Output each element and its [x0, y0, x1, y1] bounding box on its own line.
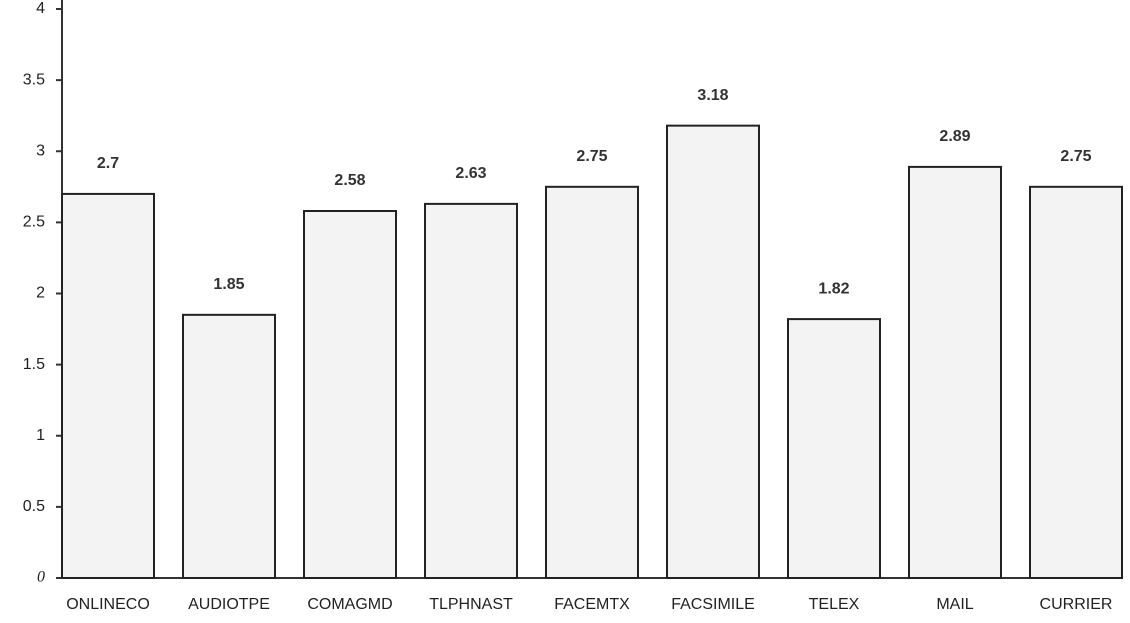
bar	[545, 185, 639, 579]
x-tick-label: FACEMTX	[554, 596, 630, 613]
x-tick-label: TELEX	[809, 596, 860, 613]
y-tick-label: 1	[36, 427, 45, 444]
value-label: 2.58	[334, 172, 365, 189]
y-tick-label: 1.5	[23, 356, 45, 373]
value-label: 1.85	[213, 276, 244, 293]
x-tick-label: COMAGMD	[307, 596, 392, 613]
y-tick-label: 0	[37, 569, 45, 586]
y-tick-label: 2	[36, 285, 45, 302]
value-label: 2.63	[455, 165, 486, 182]
x-tick-label: TLPHNAST	[429, 596, 513, 613]
y-tick-label: 0.5	[23, 498, 45, 515]
bar	[182, 313, 276, 579]
value-label: 2.89	[939, 128, 970, 145]
y-tick-label: 2.5	[23, 214, 45, 231]
x-tick-label: AUDIOTPE	[188, 596, 270, 613]
bar	[787, 318, 881, 579]
value-label: 3.18	[697, 87, 728, 104]
bar	[61, 192, 155, 580]
y-tick-label: 3	[36, 142, 45, 159]
y-tick-label: 4	[36, 0, 45, 17]
value-label: 1.82	[818, 280, 849, 297]
bar	[303, 209, 397, 579]
x-tick-label: FACSIMILE	[671, 596, 755, 613]
x-tick-label: CURRIER	[1040, 596, 1113, 613]
bar	[908, 165, 1002, 580]
bar	[424, 202, 518, 579]
x-tick-label: ONLINECO	[66, 596, 150, 613]
y-tick-label: 3.5	[23, 71, 45, 88]
bar	[666, 124, 760, 580]
value-label: 2.7	[97, 155, 119, 172]
value-label: 2.75	[576, 148, 607, 165]
bar	[1029, 185, 1123, 579]
x-tick-label: MAIL	[936, 596, 973, 613]
value-label: 2.75	[1060, 148, 1091, 165]
